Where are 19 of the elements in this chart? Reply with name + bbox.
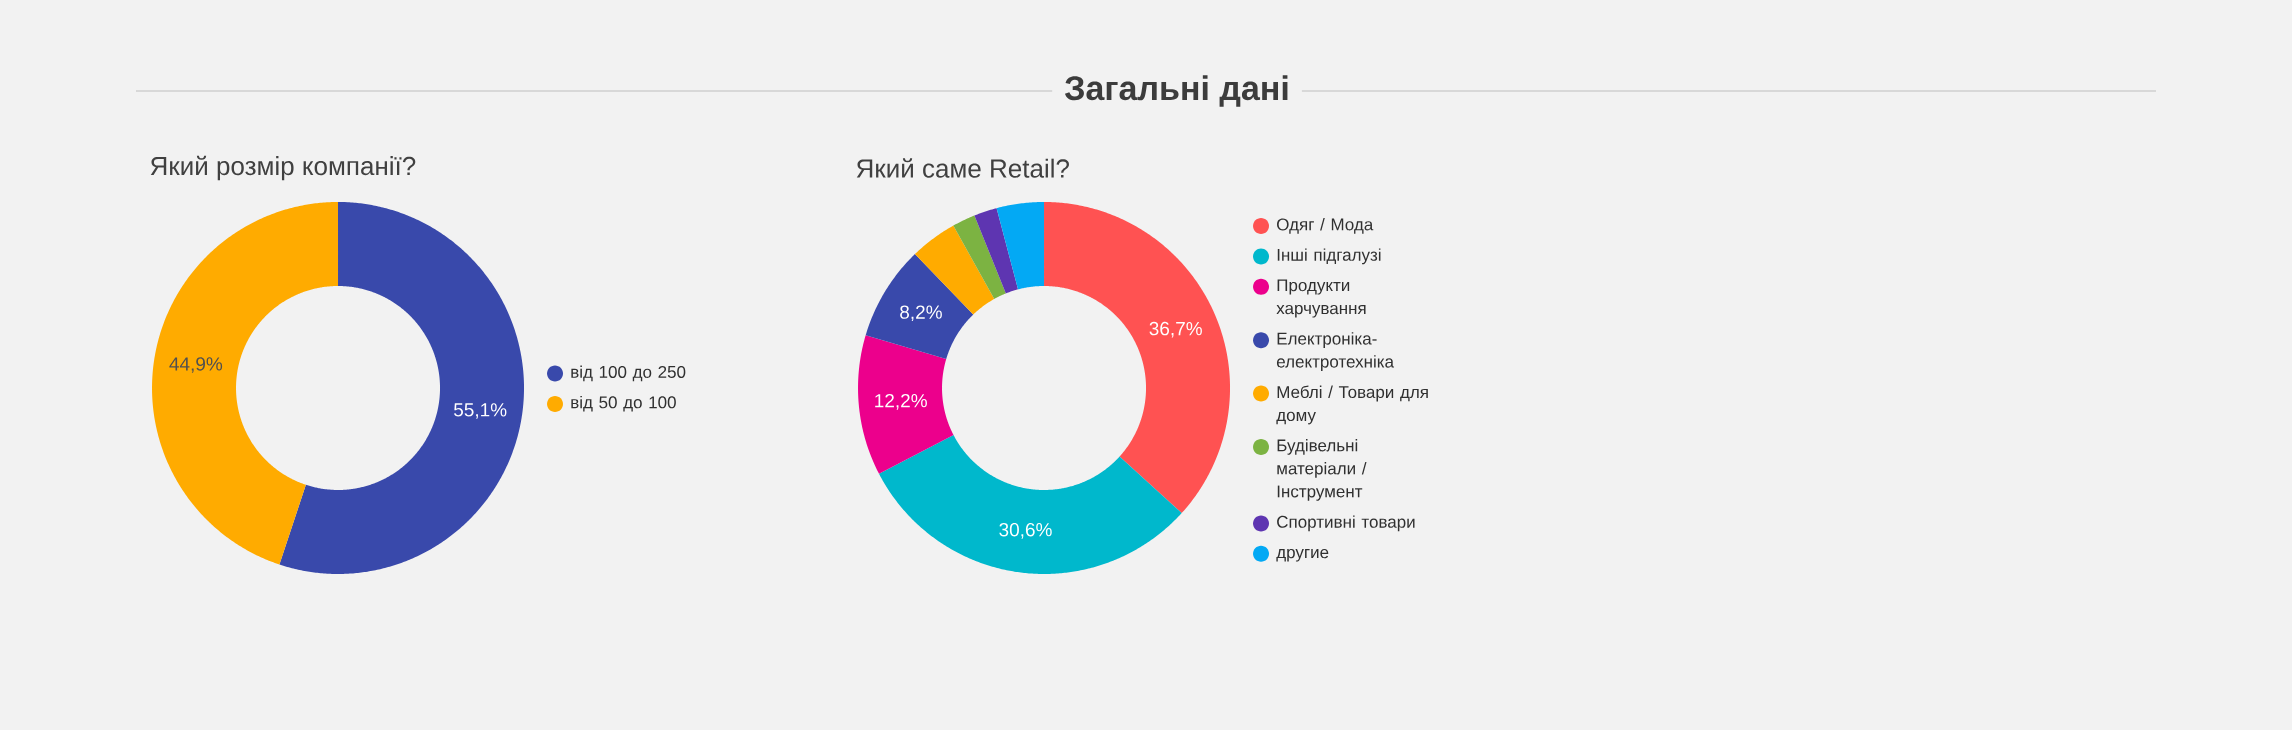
data-label: 55,1% bbox=[453, 403, 507, 419]
legend-label: Спортивні товари bbox=[1277, 515, 1415, 532]
data-label: 8,2% bbox=[900, 305, 942, 322]
legend-label: Продукти харчування bbox=[1276, 279, 1366, 318]
legend-label: від 100 до 250 bbox=[571, 365, 686, 382]
data-label: 12,2% bbox=[875, 393, 927, 410]
chart-title: Який саме Retail? bbox=[856, 158, 1069, 178]
text: Загальні дані bbox=[1064, 75, 1288, 107]
data-label: 36,7% bbox=[1149, 321, 1202, 338]
data-label: 44,9% bbox=[169, 357, 223, 373]
chart-title: Який розмір компанії? bbox=[150, 155, 416, 181]
data-label: 30,6% bbox=[999, 522, 1052, 539]
legend-label: Електроніка-електротехніка bbox=[1276, 332, 1395, 372]
legend-label: Будівельні матеріали / Інструмент bbox=[1277, 438, 1367, 501]
legend-label: Меблі / Товари для дому bbox=[1276, 385, 1428, 425]
legend-label: Одяг / Мода bbox=[1277, 217, 1374, 234]
legend-label: від 50 до 100 bbox=[571, 395, 676, 412]
legend-label: другие bbox=[1276, 548, 1329, 562]
legend-label: Інші підгалузі bbox=[1277, 248, 1381, 265]
